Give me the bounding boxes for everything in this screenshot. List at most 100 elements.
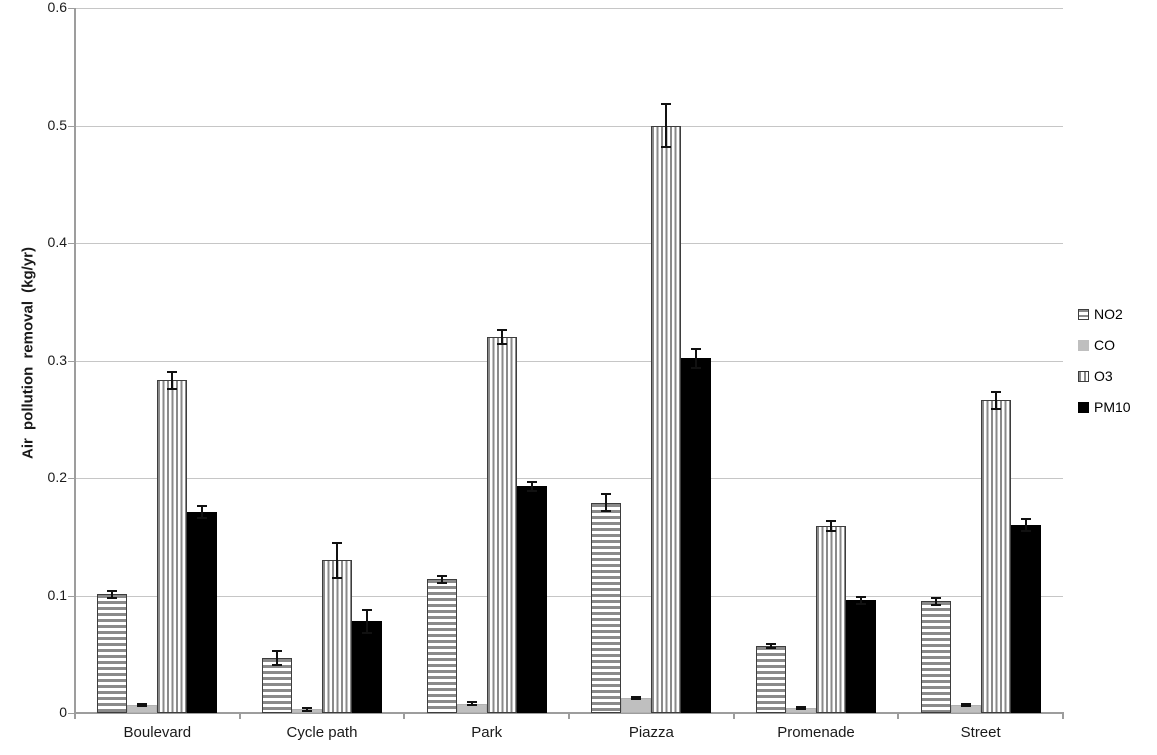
error-bar-cap xyxy=(796,708,806,711)
y-tick-mark xyxy=(68,243,75,244)
legend-swatch-co-icon xyxy=(1078,339,1089,351)
error-bar-cap xyxy=(796,706,806,709)
legend-label-o3: O3 xyxy=(1094,368,1113,384)
error-bar-piazza-pm10 xyxy=(695,348,698,368)
error-bar-cap xyxy=(302,707,312,710)
bar-park-pm10 xyxy=(516,486,547,713)
error-bar-cap xyxy=(332,576,342,579)
bar-piazza-co xyxy=(621,697,652,713)
error-bar-promenade-no2 xyxy=(770,643,772,649)
error-bar-cap xyxy=(107,596,118,599)
error-bar-promenade-co xyxy=(800,707,802,710)
error-bar-cap xyxy=(990,391,1001,394)
legend-item-pm10: PM10 xyxy=(1078,399,1131,415)
y-tick-label: 0.4 xyxy=(47,234,67,250)
y-tick-mark xyxy=(68,360,75,362)
bar-piazza-pm10 xyxy=(681,358,712,713)
legend-item-co: CO xyxy=(1078,337,1131,353)
error-bar-cap xyxy=(826,520,836,523)
error-bar-cap xyxy=(766,647,776,650)
bar-piazza-o3 xyxy=(651,125,682,713)
legend-item-no2: NO2 xyxy=(1078,306,1131,322)
error-bar-park-co xyxy=(470,702,473,705)
bar-boulevard-o3 xyxy=(157,380,188,713)
error-bar-cap xyxy=(137,702,148,705)
error-bar-cap xyxy=(167,387,178,390)
error-bar-cap xyxy=(1020,529,1031,532)
error-bar-street-pm10 xyxy=(1024,519,1027,531)
error-bar-cap xyxy=(272,649,282,652)
error-bar-cap xyxy=(107,589,118,592)
bar-boulevard-pm10 xyxy=(187,512,218,713)
error-bar-cap xyxy=(197,516,208,519)
error-bar-cap xyxy=(960,702,971,705)
error-bar-cap xyxy=(526,480,537,483)
bar-boulevard-no2 xyxy=(97,594,128,713)
x-category-label-street: Street xyxy=(960,724,1001,741)
error-bar-street-no2 xyxy=(934,597,937,605)
error-bar-cap xyxy=(930,603,941,606)
y-tick-label: 0.3 xyxy=(47,351,67,368)
x-tick-mark xyxy=(1062,713,1064,719)
x-category-label-promenade: Promenade xyxy=(777,724,855,741)
bar-cycle-path-o3 xyxy=(322,560,352,713)
error-bar-cap xyxy=(601,493,612,496)
bar-cycle-path-pm10 xyxy=(352,621,382,713)
error-bar-cap xyxy=(137,704,148,707)
error-bar-cap xyxy=(661,103,672,106)
y-tick-label: 0.1 xyxy=(47,586,67,603)
error-bar-cap xyxy=(601,509,612,512)
legend-label-co: CO xyxy=(1094,337,1115,353)
x-category-label-cycle-path: Cycle path xyxy=(286,724,358,741)
error-bar-cap xyxy=(691,366,702,369)
error-bar-cap xyxy=(302,709,312,712)
y-tick-mark xyxy=(68,478,75,479)
x-tick-mark xyxy=(403,713,406,719)
bar-street-o3 xyxy=(980,400,1011,713)
y-axis-line xyxy=(74,8,76,714)
error-bar-street-o3 xyxy=(994,392,997,409)
error-bar-cap xyxy=(856,602,866,605)
legend-swatch-o3-icon xyxy=(1078,370,1089,382)
error-bar-cap xyxy=(691,347,702,350)
y-tick-label: 0.2 xyxy=(47,469,67,485)
error-bar-cap xyxy=(856,595,866,598)
error-bar-cap xyxy=(766,642,776,645)
error-bar-park-pm10 xyxy=(530,481,533,491)
legend-swatch-no2-icon xyxy=(1078,308,1089,320)
bar-cycle-path-no2 xyxy=(262,657,292,713)
bar-promenade-o3 xyxy=(816,526,846,713)
error-bar-cap xyxy=(631,695,642,698)
error-bar-piazza-o3 xyxy=(665,104,668,147)
legend-label-no2: NO2 xyxy=(1094,306,1123,322)
gridline xyxy=(75,360,1063,362)
error-bar-cap xyxy=(332,541,342,544)
error-bar-cap xyxy=(496,343,507,346)
error-bar-cap xyxy=(466,701,477,704)
error-bar-cycle-path-no2 xyxy=(276,650,278,665)
x-category-label-piazza: Piazza xyxy=(628,724,674,741)
error-bar-cycle-path-co xyxy=(306,708,308,711)
error-bar-cap xyxy=(990,407,1001,410)
error-bar-park-o3 xyxy=(500,329,503,345)
error-bar-piazza-co xyxy=(635,696,638,699)
error-bar-boulevard-no2 xyxy=(111,590,114,598)
bar-park-no2 xyxy=(426,579,457,713)
error-bar-promenade-pm10 xyxy=(860,596,862,604)
error-bar-piazza-no2 xyxy=(605,494,608,511)
bar-street-pm10 xyxy=(1010,525,1041,713)
x-category-label-park: Park xyxy=(471,724,503,741)
legend-item-o3: O3 xyxy=(1078,368,1131,384)
error-bar-cap xyxy=(826,529,836,532)
bar-promenade-pm10 xyxy=(846,600,876,713)
x-category-label-boulevard: Boulevard xyxy=(123,724,192,741)
x-tick-mark xyxy=(732,713,735,719)
error-bar-boulevard-co xyxy=(141,703,144,706)
legend: NO2 CO O3 PM10 xyxy=(1078,306,1131,415)
x-tick-mark xyxy=(568,713,570,719)
error-bar-cycle-path-pm10 xyxy=(366,609,368,634)
error-bar-cycle-path-o3 xyxy=(336,542,338,578)
gridline xyxy=(75,478,1063,479)
error-bar-cap xyxy=(631,697,642,700)
